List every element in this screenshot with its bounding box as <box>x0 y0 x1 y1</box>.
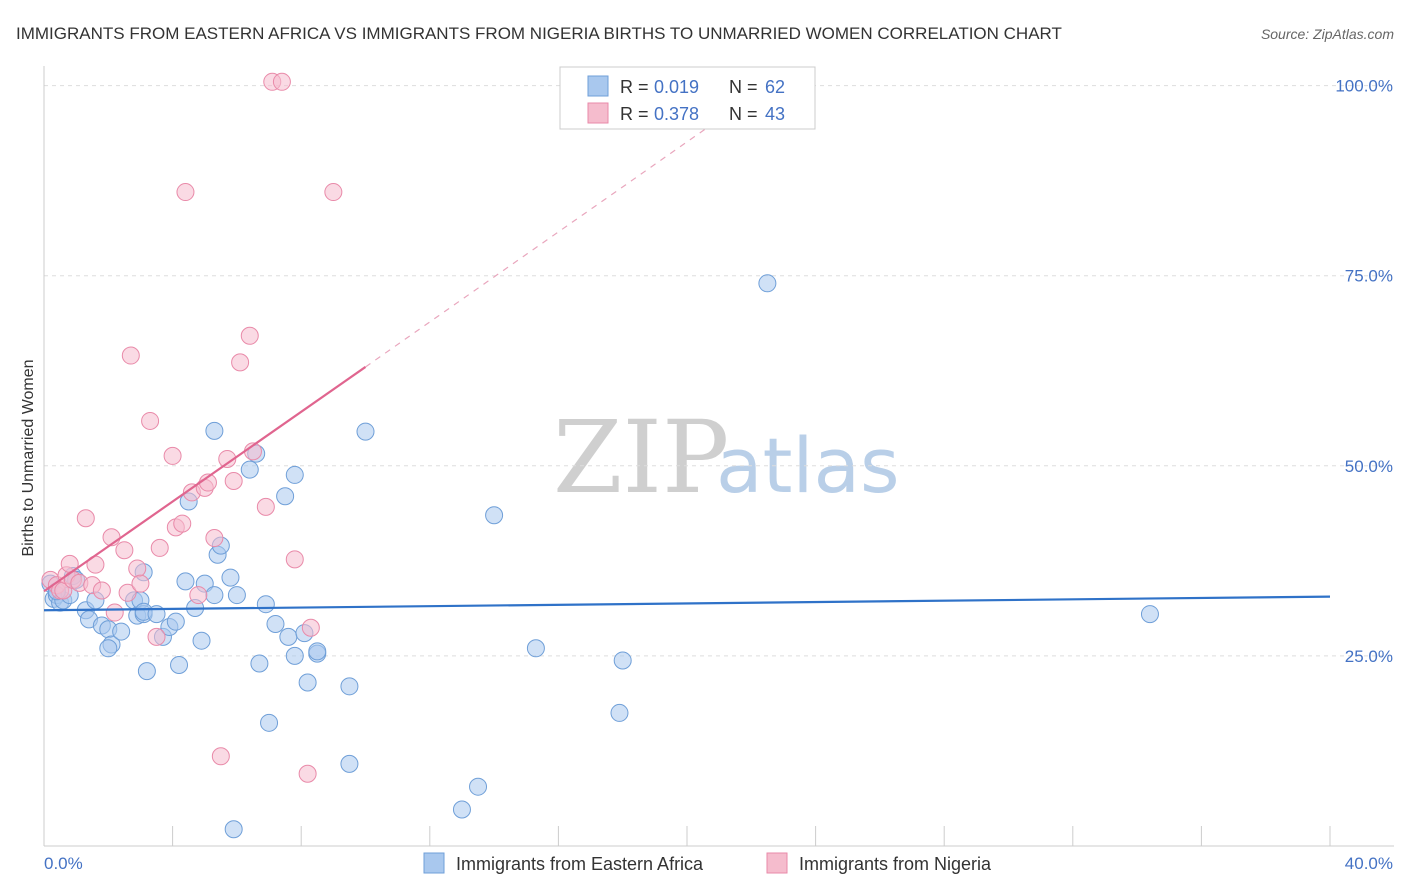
nigeria-point-32 <box>218 449 237 468</box>
x-tick-label-min: 0.0% <box>44 854 83 873</box>
nigeria-point-33 <box>224 472 243 491</box>
eastern_africa-point-32 <box>192 631 211 650</box>
eastern_africa-point-56 <box>340 754 359 773</box>
legend-r-value-nigeria: 0.378 <box>654 104 699 124</box>
nigeria-point-30 <box>205 529 224 548</box>
eastern_africa-point-60 <box>485 506 504 525</box>
nigeria-point-21 <box>150 538 169 557</box>
nigeria-point-39 <box>272 72 291 91</box>
y-tick-label-3: 100.0% <box>1335 77 1393 96</box>
eastern_africa-point-16 <box>112 622 131 641</box>
nigeria-point-24 <box>173 514 192 533</box>
eastern_africa-point-40 <box>227 586 246 605</box>
legend-n-value-eastern: 62 <box>765 77 785 97</box>
nigeria-point-31 <box>211 747 230 766</box>
nigeria-point-37 <box>256 497 275 516</box>
eastern_africa-point-52 <box>298 673 317 692</box>
bottom-legend-swatch-nigeria <box>766 852 788 874</box>
nigeria-point-41 <box>301 618 320 637</box>
nigeria-trend-extension <box>365 85 768 368</box>
nigeria-point-17 <box>128 559 147 578</box>
eastern_africa-point-27 <box>166 612 185 631</box>
eastern_africa-point-23 <box>137 662 156 681</box>
legend-n-label-nigeria: N = <box>729 104 758 124</box>
eastern_africa-point-47 <box>276 487 295 506</box>
eastern_africa-point-55 <box>340 677 359 696</box>
nigeria-point-14 <box>115 541 134 560</box>
eastern_africa-point-49 <box>285 465 304 484</box>
watermark-zip: ZIP <box>553 399 729 516</box>
nigeria-point-42 <box>298 764 317 783</box>
eastern_africa-point-38 <box>221 568 240 587</box>
eastern_africa-point-44 <box>256 595 275 614</box>
legend-swatch-nigeria <box>587 102 609 124</box>
eastern_africa-point-43 <box>250 654 269 673</box>
correlation-legend: R = 0.019 N = 62 R = 0.378 N = 43 <box>559 66 816 130</box>
zipatlas-watermark: ZIP atlas <box>553 399 900 516</box>
eastern_africa-point-45 <box>260 713 279 732</box>
nigeria-point-18 <box>131 574 150 593</box>
x-tick-label-max: 40.0% <box>1345 854 1393 873</box>
eastern_africa-point-15 <box>99 639 118 658</box>
eastern_africa-point-28 <box>170 656 189 675</box>
bottom-legend-label-nigeria: Immigrants from Nigeria <box>799 854 992 874</box>
trend-lines <box>43 85 1331 612</box>
chart-title: IMMIGRANTS FROM EASTERN AFRICA VS IMMIGR… <box>16 24 1062 43</box>
eastern_africa-point-39 <box>224 820 243 839</box>
legend-n-label-eastern: N = <box>729 77 758 97</box>
nigeria-point-34 <box>231 353 250 372</box>
nigeria-point-40 <box>285 550 304 569</box>
nigeria-point-25 <box>176 183 195 202</box>
eastern_africa-point-65 <box>1140 605 1159 624</box>
y-axis-label: Births to Unmarried Women <box>20 359 37 556</box>
legend-r-value-eastern: 0.019 <box>654 77 699 97</box>
eastern_africa-point-57 <box>356 422 375 441</box>
eastern_africa-point-48 <box>279 627 298 646</box>
eastern_africa-point-63 <box>613 651 632 670</box>
legend-r-label-nigeria: R = <box>620 104 649 124</box>
nigeria-point-20 <box>147 627 166 646</box>
nigeria-point-13 <box>105 603 124 622</box>
chart-source: Source: ZipAtlas.com <box>1261 26 1394 42</box>
legend-r-label-eastern: R = <box>620 77 649 97</box>
nigeria-point-27 <box>189 586 208 605</box>
nigeria-point-22 <box>163 446 182 465</box>
bottom-legend-label-eastern-africa: Immigrants from Eastern Africa <box>456 854 704 874</box>
bottom-legend-swatch-eastern-africa <box>423 852 445 874</box>
y-tick-label-1: 50.0% <box>1345 457 1393 476</box>
eastern_africa-point-29 <box>176 572 195 591</box>
eastern_africa-point-54 <box>308 642 327 661</box>
eastern_africa-point-62 <box>610 703 629 722</box>
eastern_africa-point-59 <box>469 777 488 796</box>
nigeria-point-19 <box>141 411 160 430</box>
eastern_africa-trend-line <box>43 595 1331 612</box>
eastern_africa-point-64 <box>758 274 777 293</box>
nigeria-point-15 <box>118 583 137 602</box>
eastern_africa-point-46 <box>266 614 285 633</box>
y-tick-label-2: 75.0% <box>1345 267 1393 286</box>
eastern_africa-point-58 <box>452 800 471 819</box>
legend-n-value-nigeria: 43 <box>765 104 785 124</box>
nigeria-point-16 <box>121 346 140 365</box>
series-nigeria-points <box>41 72 343 783</box>
nigeria-point-8 <box>76 509 95 528</box>
gridlines <box>44 85 1394 657</box>
series-eastern-africa-points <box>41 274 1159 839</box>
legend-swatch-eastern-africa <box>587 75 609 97</box>
nigeria-point-11 <box>92 581 111 600</box>
nigeria-point-35 <box>240 326 259 345</box>
y-tick-labels: 25.0% 50.0% 75.0% 100.0% <box>1335 77 1393 666</box>
y-tick-label-0: 25.0% <box>1345 647 1393 666</box>
nigeria-point-43 <box>324 183 343 202</box>
eastern_africa-point-41 <box>240 460 259 479</box>
axes <box>43 66 1394 847</box>
eastern_africa-point-61 <box>526 639 545 658</box>
series-legend: Immigrants from Eastern Africa Immigrant… <box>423 852 992 874</box>
eastern_africa-point-34 <box>205 586 224 605</box>
eastern_africa-point-35 <box>205 421 224 440</box>
eastern_africa-point-50 <box>285 646 304 665</box>
nigeria-trend-line <box>43 366 367 593</box>
